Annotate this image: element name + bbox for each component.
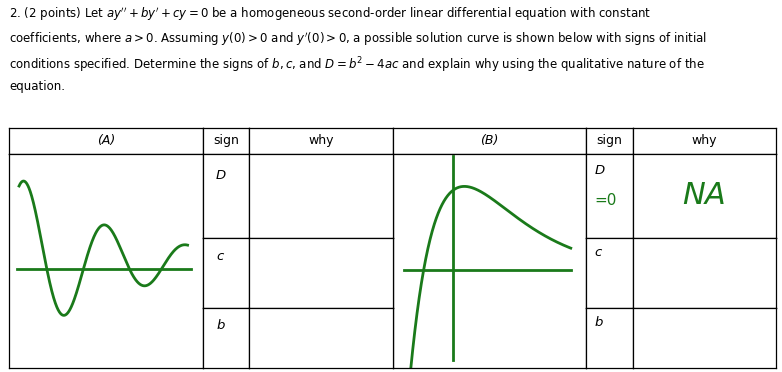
Text: conditions specified. Determine the signs of $b, c$, and $D = b^2 - 4ac$ and exp: conditions specified. Determine the sign…: [9, 55, 705, 75]
Text: b: b: [216, 319, 224, 332]
Text: c: c: [594, 246, 602, 259]
Text: why: why: [691, 135, 717, 147]
Text: equation.: equation.: [9, 80, 66, 93]
Text: =0: =0: [594, 193, 617, 208]
Text: sign: sign: [213, 135, 239, 147]
Text: b: b: [594, 315, 603, 328]
Text: coefficients, where $a > 0$. Assuming $y(0) > 0$ and $y'(0) > 0$, a possible sol: coefficients, where $a > 0$. Assuming $y…: [9, 31, 708, 48]
Text: D: D: [594, 164, 604, 177]
Text: (A): (A): [97, 135, 116, 147]
Text: sign: sign: [597, 135, 622, 147]
Text: c: c: [216, 250, 224, 263]
Text: D: D: [216, 169, 226, 182]
Text: 2. (2 points) Let $ay'' + by' + cy = 0$ be a homogeneous second-order linear dif: 2. (2 points) Let $ay'' + by' + cy = 0$ …: [9, 6, 651, 23]
Text: NA: NA: [682, 182, 726, 211]
Text: why: why: [308, 135, 334, 147]
Text: (B): (B): [480, 135, 499, 147]
